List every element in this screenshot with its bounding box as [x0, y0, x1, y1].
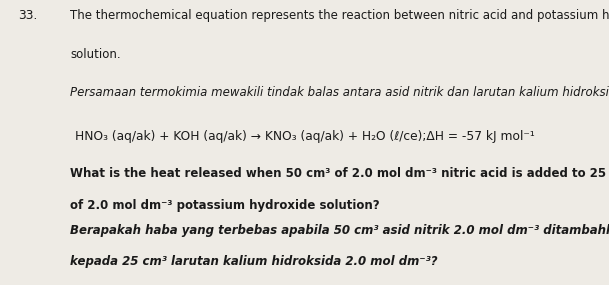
- Text: solution.: solution.: [70, 48, 121, 62]
- Text: Berapakah haba yang terbebas apabila 50 cm³ asid nitrik 2.0 mol dm⁻³ ditambahkan: Berapakah haba yang terbebas apabila 50 …: [70, 224, 609, 237]
- Text: of 2.0 mol dm⁻³ potassium hydroxide solution?: of 2.0 mol dm⁻³ potassium hydroxide solu…: [70, 200, 379, 213]
- Text: kepada 25 cm³ larutan kalium hidroksida 2.0 mol dm⁻³?: kepada 25 cm³ larutan kalium hidroksida …: [70, 255, 438, 268]
- Text: The thermochemical equation represents the reaction between nitric acid and pota: The thermochemical equation represents t…: [70, 9, 609, 22]
- Text: Persamaan termokimia mewakili tindak balas antara asid nitrik dan larutan kalium: Persamaan termokimia mewakili tindak bal…: [70, 86, 609, 99]
- Text: HNO₃ (aq/ak) + KOH (aq/ak) → KNO₃ (aq/ak) + H₂O (ℓ/ce);ΔH = -57 kJ mol⁻¹: HNO₃ (aq/ak) + KOH (aq/ak) → KNO₃ (aq/ak…: [75, 130, 534, 143]
- Text: What is the heat released when 50 cm³ of 2.0 mol dm⁻³ nitric acid is added to 25: What is the heat released when 50 cm³ of…: [70, 167, 609, 180]
- Text: 33.: 33.: [18, 9, 38, 22]
